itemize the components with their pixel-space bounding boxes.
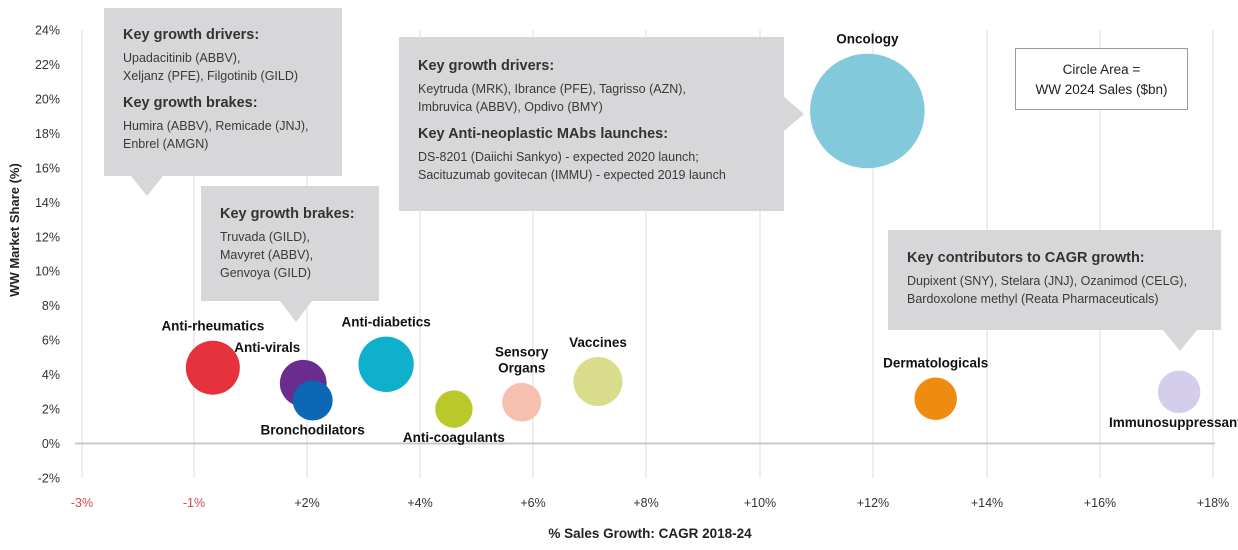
callout-pointer <box>131 176 163 196</box>
bubble-labels: Anti-rheumatics Anti-virals Bronchodilator… <box>161 32 1238 445</box>
bubble-oncology <box>810 53 925 169</box>
y-tick-label: 12% <box>35 230 60 244</box>
callout-line: Dupixent (SNY), Stelara (JNJ), Ozanimod … <box>907 274 1187 288</box>
callout-heading: Key growth brakes: <box>123 95 258 111</box>
callout-line: Xeljanz (PFE), Filgotinib (GILD) <box>123 69 299 83</box>
x-tick-label: +8% <box>633 496 658 510</box>
callout-oncology: Key growth drivers: Keytruda (MRK), Ibra… <box>399 37 784 211</box>
callout-line: Bardoxolone methyl (Reata Pharmaceutical… <box>907 292 1159 306</box>
bubbles <box>185 53 1201 428</box>
callout-line: Genvoya (GILD) <box>220 266 312 280</box>
bubble-sensory-organs <box>502 382 542 422</box>
y-tick-label: 16% <box>35 161 60 175</box>
callout-line: DS-8201 (Daiichi Sankyo) - expected 2020… <box>418 150 699 164</box>
bubble-bronchodilators <box>292 380 333 421</box>
x-tick-label: +10% <box>744 496 776 510</box>
x-tick-label: +18% <box>1197 496 1229 510</box>
y-tick-label: 18% <box>35 127 60 141</box>
x-tick-label: -1% <box>183 496 205 510</box>
bubble-label: Immunosuppressants <box>1109 415 1238 430</box>
callout-line: Keytruda (MRK), Ibrance (PFE), Tagrisso … <box>418 82 686 96</box>
callout-heading: Key growth drivers: <box>123 27 260 43</box>
bubble-label: Sensory <box>495 345 549 360</box>
bubble-vaccines <box>573 357 623 406</box>
y-tick-label: 20% <box>35 92 60 106</box>
callout-immunology: Key growth drivers: Upadacitinib (ABBV),… <box>104 8 342 176</box>
bubble-label: Anti-virals <box>234 340 300 355</box>
x-tick-label: +12% <box>857 496 889 510</box>
bubble-label: Organs <box>498 361 545 376</box>
y-tick-label: 8% <box>42 299 60 313</box>
bubble-label: Vaccines <box>569 335 627 350</box>
y-tick-label: 2% <box>42 403 60 417</box>
y-tick-label: 0% <box>42 437 60 451</box>
bubble-label: Oncology <box>836 32 899 47</box>
x-tick-label: -3% <box>71 496 93 510</box>
bubble-anti-diabetics <box>358 336 414 392</box>
x-tick-label: +2% <box>294 496 319 510</box>
x-tick-label: +16% <box>1084 496 1116 510</box>
callout-pointer <box>784 97 804 131</box>
callout-cagr: Key contributors to CAGR growth: Dupixen… <box>888 230 1221 330</box>
x-tick-label: +6% <box>520 496 545 510</box>
y-tick-label: 24% <box>35 24 60 38</box>
y-tick-label: 6% <box>42 334 60 348</box>
bubble-anti-rheumatics <box>185 340 240 395</box>
bubble-label: Dermatologicals <box>883 355 988 370</box>
y-axis-title: WW Market Share (%) <box>7 163 22 297</box>
y-tick-label: -2% <box>38 472 60 486</box>
legend-text: Circle Area = WW 2024 Sales ($bn) <box>1035 62 1168 97</box>
callout-heading: Key growth brakes: <box>220 206 355 222</box>
callout-heading: Key Anti-neoplastic MAbs launches: <box>418 126 669 142</box>
circle-area-legend: Circle Area = WW 2024 Sales ($bn) <box>1015 48 1188 110</box>
bubble-dermatologicals <box>914 377 957 420</box>
y-axis-ticks: -2% 0% 2% 4% 6% 8% 10% 12% 14% 16% 18% 20% 22% 24% <box>35 24 60 486</box>
callout-line: Truvada (GILD), <box>220 230 310 244</box>
callout-line: Enbrel (AMGN) <box>123 137 209 151</box>
y-tick-label: 10% <box>35 265 60 279</box>
bubble-label: Bronchodilators <box>261 422 365 437</box>
bubble-label: Anti-diabetics <box>341 315 430 330</box>
x-axis-ticks: -3% -1% +2% +4% +6% +8% +10% +12% +14% +16% +18% <box>71 496 1229 510</box>
y-tick-label: 4% <box>42 368 60 382</box>
callout-line: Imbruvica (ABBV), Opdivo (BMY) <box>418 100 603 114</box>
bubble-immunosuppressants <box>1157 370 1201 414</box>
callout-heading: Key growth drivers: <box>418 58 555 74</box>
callout-heading: Key contributors to CAGR growth: <box>907 250 1145 266</box>
callout-pointer <box>280 301 312 322</box>
callout-line: Mavyret (ABBV), <box>220 248 314 262</box>
bubble-label: Anti-coagulants <box>403 430 505 445</box>
bubble-label: Anti-rheumatics <box>161 319 264 334</box>
bubble-anti-coagulants <box>435 390 473 428</box>
callout-line: Humira (ABBV), Remicade (JNJ), <box>123 119 309 133</box>
x-tick-label: +14% <box>971 496 1003 510</box>
callout-antiviral: Key growth brakes: Truvada (GILD), Mavyr… <box>201 186 379 301</box>
callout-pointer <box>1163 330 1197 351</box>
y-tick-label: 22% <box>35 58 60 72</box>
callout-line: Upadacitinib (ABBV), <box>123 51 241 65</box>
callout-line: Sacituzumab govitecan (IMMU) - expected … <box>418 168 726 182</box>
y-tick-label: 14% <box>35 196 60 210</box>
x-axis-title: % Sales Growth: CAGR 2018-24 <box>548 526 752 541</box>
x-tick-label: +4% <box>407 496 432 510</box>
